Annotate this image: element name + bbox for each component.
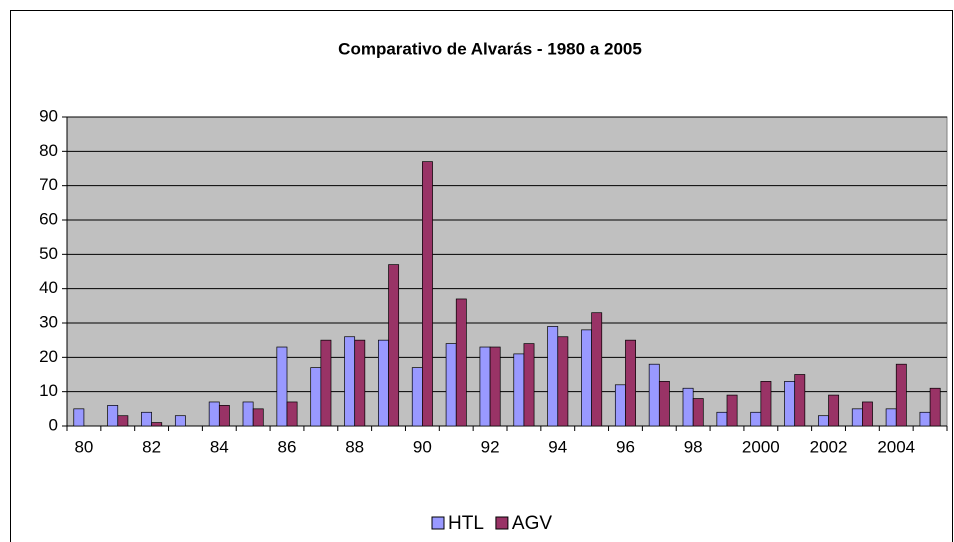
bar — [591, 312, 603, 427]
bar — [344, 336, 356, 427]
bar — [828, 394, 840, 427]
bar — [716, 411, 728, 427]
y-tick-label: 60 — [39, 209, 58, 228]
x-tick-label: 90 — [413, 437, 432, 456]
bar — [885, 408, 897, 427]
bar — [851, 408, 863, 427]
legend-swatch — [431, 516, 445, 530]
bar — [310, 367, 322, 427]
bar — [174, 415, 186, 427]
bar — [73, 408, 85, 427]
x-tick-label: 92 — [481, 437, 500, 456]
x-tick-label: 82 — [142, 437, 161, 456]
bar — [895, 363, 907, 427]
bar — [513, 353, 525, 427]
bar — [784, 381, 796, 427]
bar — [682, 387, 694, 427]
y-tick-label: 40 — [39, 278, 58, 297]
y-tick-label: 20 — [39, 347, 58, 366]
bar — [929, 387, 941, 427]
bar — [242, 401, 254, 427]
bar — [276, 346, 288, 427]
y-tick-label: 80 — [39, 141, 58, 160]
x-tick-label: 84 — [210, 437, 229, 456]
bar — [252, 408, 264, 427]
bar — [455, 298, 467, 427]
bar — [479, 346, 491, 427]
bar — [320, 339, 332, 427]
legend-label: AGV — [512, 513, 552, 534]
bar — [818, 415, 829, 427]
x-tick-label: 98 — [684, 437, 703, 456]
bar — [614, 384, 626, 427]
x-tick-label: 88 — [345, 437, 364, 456]
y-tick-label: 90 — [39, 106, 58, 125]
bar — [107, 405, 119, 427]
bar — [411, 367, 423, 427]
bar — [422, 161, 433, 427]
y-tick-label: 0 — [49, 415, 58, 434]
bar — [648, 363, 660, 427]
chart-title: Comparativo de Alvarás - 1980 a 2005 — [338, 39, 642, 58]
bar — [378, 339, 389, 427]
y-tick-label: 10 — [39, 381, 58, 400]
x-tick-label: 96 — [616, 437, 635, 456]
bar — [692, 398, 704, 427]
x-tick-label: 2004 — [877, 437, 915, 456]
bar — [117, 415, 129, 427]
bar — [141, 411, 152, 427]
bar — [388, 264, 400, 427]
bar — [581, 329, 592, 427]
bar — [354, 339, 366, 427]
y-tick-label: 70 — [39, 175, 58, 194]
bar — [625, 339, 636, 427]
x-tick-label: 86 — [278, 437, 297, 456]
bar — [919, 411, 931, 427]
bar — [208, 401, 220, 427]
x-tick-label: 2002 — [810, 437, 848, 456]
bar — [547, 326, 559, 427]
bar — [862, 401, 873, 427]
plot-area — [66, 116, 948, 427]
legend-swatch — [495, 516, 509, 530]
bar — [489, 346, 501, 427]
x-tick-label: 2000 — [742, 437, 780, 456]
bar — [445, 343, 457, 427]
x-tick-label: 94 — [548, 437, 567, 456]
x-tick-label: 80 — [74, 437, 93, 456]
y-tick-label: 50 — [39, 244, 58, 263]
bar — [218, 405, 230, 427]
bar — [658, 381, 670, 427]
legend-label: HTL — [448, 513, 484, 534]
bar — [557, 336, 569, 427]
bar — [523, 343, 535, 427]
bar — [760, 381, 772, 427]
bar — [726, 394, 738, 427]
y-tick-label: 30 — [39, 312, 58, 331]
bar — [286, 401, 298, 427]
bar — [750, 411, 762, 427]
bar — [151, 422, 163, 427]
bar — [794, 374, 806, 427]
